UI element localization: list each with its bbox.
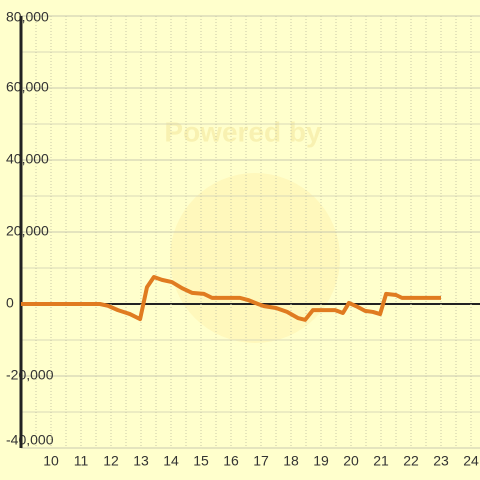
watermark-logo <box>170 173 340 343</box>
line <box>21 275 441 322</box>
x-tick-label: 20 <box>343 453 359 469</box>
x-tick-label: 17 <box>253 453 269 469</box>
x-tick-label: 21 <box>373 453 389 469</box>
y-tick-label: 0 <box>6 295 14 311</box>
x-tick-label: 11 <box>74 453 89 469</box>
x-tick-label: 13 <box>133 453 149 469</box>
x-tick-label: 24 <box>463 453 479 469</box>
y-tick-label: 80,000 <box>6 9 49 25</box>
y-tick-label: -40,000 <box>6 432 54 448</box>
x-tick-label: 10 <box>43 453 59 469</box>
x-tick-label: 15 <box>193 453 209 469</box>
x-tick-label: 16 <box>223 453 239 469</box>
y-tick-label: 20,000 <box>6 223 49 239</box>
y-tick-label: -20,000 <box>6 367 54 383</box>
x-tick-label: 14 <box>163 453 179 469</box>
x-tick-label: 18 <box>283 453 299 469</box>
x-tick-label: 19 <box>313 453 329 469</box>
y-tick-label: 40,000 <box>6 151 49 167</box>
y-tick-label: 60,000 <box>6 79 49 95</box>
x-tick-label: 12 <box>103 453 119 469</box>
x-tick-label: 23 <box>433 453 449 469</box>
x-tick-label: 22 <box>403 453 419 469</box>
watermark: Powered by <box>164 116 322 147</box>
